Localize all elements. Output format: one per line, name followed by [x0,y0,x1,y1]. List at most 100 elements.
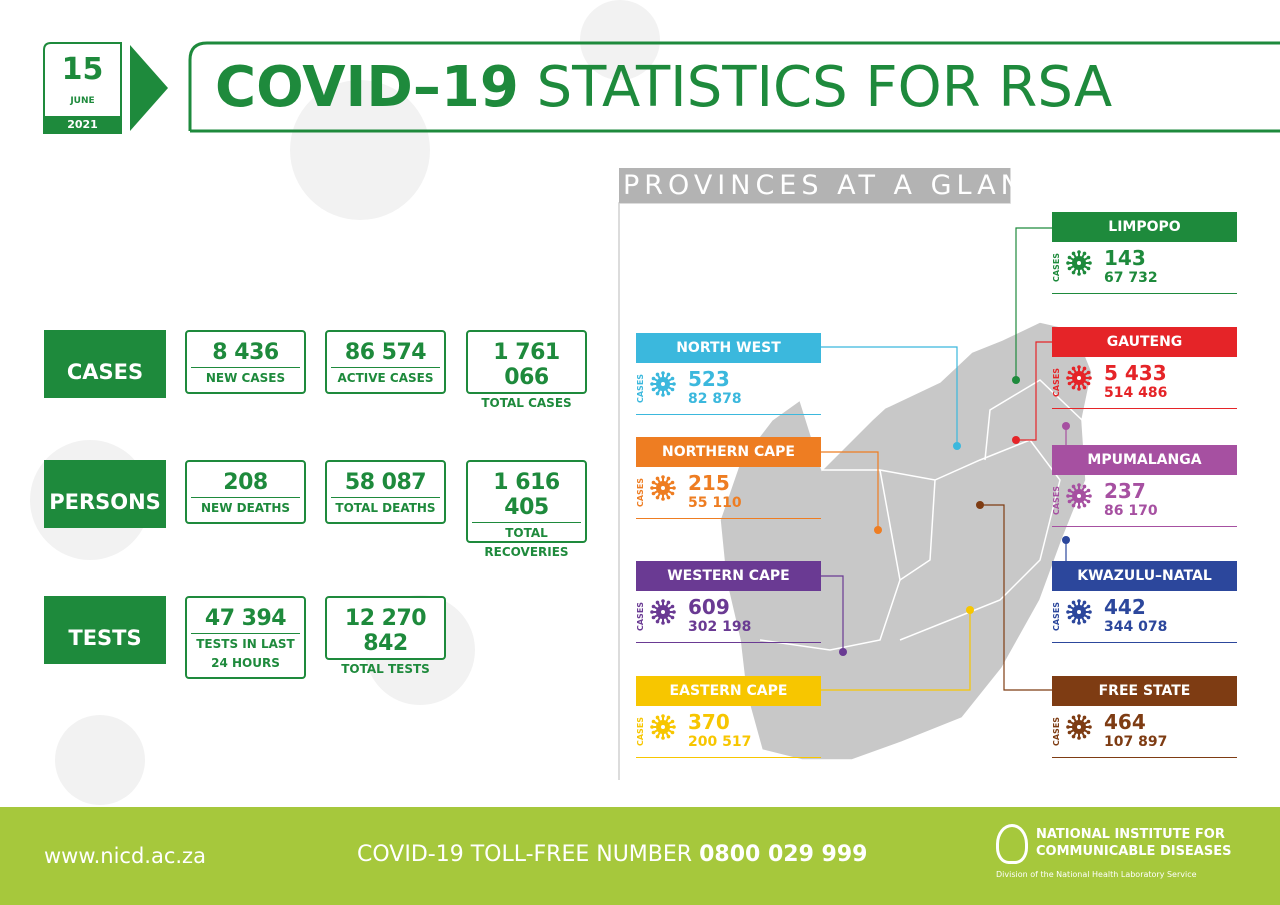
new-cases: 523 [688,367,730,391]
province: WESTERN CAPE CASES 609 302 198 [636,561,821,643]
arrow [130,45,168,131]
stat-box: 47 394 TESTS IN LAST 24 HOURS [185,596,306,679]
stat-box: 58 087 TOTAL DEATHS [325,460,446,524]
cases-label: CASES [1052,485,1061,515]
stat-value: 1 616 405 [493,470,560,520]
stat-label: TOTAL DEATHS [331,497,440,518]
cases-label: CASES [1052,252,1061,282]
connector [820,610,971,691]
province-name: MPUMALANGA [1052,445,1237,475]
stat-value: 208 [223,470,268,495]
stat-value: 86 574 [344,340,427,365]
virus-icon [650,475,676,501]
province-name: GAUTENG [1052,327,1237,357]
new-cases: 215 [688,471,730,495]
stat-box: 86 574 ACTIVE CASES [325,330,446,394]
section-label: CASES [44,330,166,398]
underline [1052,293,1237,294]
title-frame [188,41,1280,133]
dot [1062,536,1070,544]
stat-label: TOTAL TESTS [331,658,440,679]
date-year: 2021 [67,118,98,131]
province-name: KWAZULU–NATAL [1052,561,1237,591]
title-bold: COVID–19 [215,55,519,120]
stat-value: 12 270 842 [344,606,427,656]
total-cases: 55 110 [688,495,742,511]
cases-label: CASES [1052,601,1061,631]
province-name: NORTH WEST [636,333,821,363]
panel-border [618,168,1011,780]
dot [1012,436,1020,444]
underline [1052,526,1237,527]
new-cases: 5 433 [1104,361,1167,385]
virus-icon [1066,714,1092,740]
connector [1016,341,1052,441]
title-rest: STATISTICS FOR RSA [536,55,1113,120]
total-cases: 82 878 [688,391,742,407]
total-cases: 514 486 [1104,385,1168,401]
dot [976,501,984,509]
dot [874,526,882,534]
virus-icon [1066,250,1092,276]
new-cases: 442 [1104,595,1146,619]
province-name: EASTERN CAPE [636,676,821,706]
stat-label: NEW CASES [191,367,300,388]
stat-box: 8 436 NEW CASES [185,330,306,394]
total-cases: 67 732 [1104,270,1158,286]
underline [1052,757,1237,758]
cases-label: CASES [636,716,645,746]
stat-value: 1 761 066 [493,340,560,390]
org-line: COMMUNICABLE DISEASES [1036,844,1232,859]
date-frame [43,42,122,134]
section-label: PERSONS [44,460,166,528]
connector [820,451,879,530]
tollfree: COVID-19 TOLL-FREE NUMBER 0800 029 999 [357,842,867,867]
new-cases: 143 [1104,246,1146,270]
province-name: NORTHERN CAPE [636,437,821,467]
province: LIMPOPO CASES 143 67 732 [1052,212,1237,294]
province: FREE STATE CASES 464 107 897 [1052,676,1237,758]
connector [800,346,958,446]
total-cases: 107 897 [1104,734,1168,750]
provinces-title: PROVINCES AT A GLANCE [619,168,1067,203]
dot [966,606,974,614]
total-cases: 86 170 [1104,503,1158,519]
province-name: LIMPOPO [1052,212,1237,242]
dot [1062,422,1070,430]
province: NORTH WEST CASES 523 82 878 [636,333,821,415]
province: GAUTENG CASES 5 433 514 486 [1052,327,1237,409]
stat-box: 208 NEW DEATHS [185,460,306,524]
year-bar [44,116,121,134]
tollfree-number: 0800 029 999 [699,842,868,867]
dot [953,442,961,450]
connector [1015,227,1052,380]
new-cases: 609 [688,595,730,619]
cases-label: CASES [1052,367,1061,397]
connector [980,504,1052,691]
stat-label: TOTAL RECOVERIES [472,522,581,562]
division: Division of the National Health Laborato… [996,870,1197,879]
stat-label: TESTS IN LAST 24 HOURS [191,633,300,673]
stat-box: 12 270 842 TOTAL TESTS [325,596,446,676]
cases-label: CASES [636,373,645,403]
underline [1052,408,1237,409]
tollfree-label: COVID-19 TOLL-FREE NUMBER [357,842,693,867]
footer-url: www.nicd.ac.za [44,844,206,868]
connector [820,575,844,652]
virus-icon [1066,365,1092,391]
stat-label: ACTIVE CASES [331,367,440,388]
underline [636,757,821,758]
province-name: FREE STATE [1052,676,1237,706]
province: MPUMALANGA CASES 237 86 170 [1052,445,1237,527]
underline [636,414,821,415]
virus-icon [1066,599,1092,625]
dot [839,648,847,656]
stat-label: NEW DEATHS [191,497,300,518]
total-cases: 200 517 [688,734,752,750]
total-cases: 344 078 [1104,619,1168,635]
section-label: TESTS [44,596,166,664]
virus-icon [650,714,676,740]
virus-icon [650,599,676,625]
org-line: NATIONAL INSTITUTE FOR [1036,827,1225,842]
